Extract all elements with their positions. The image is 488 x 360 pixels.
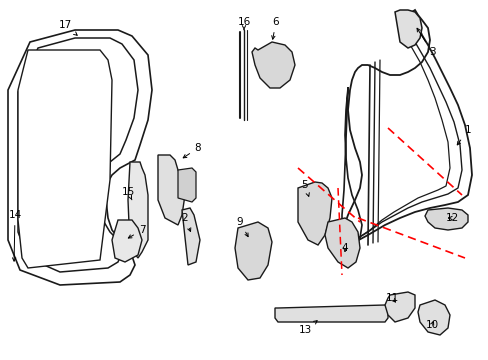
Text: 4: 4 (341, 243, 347, 253)
Polygon shape (8, 30, 152, 285)
Text: 13: 13 (298, 321, 317, 335)
Polygon shape (394, 10, 421, 48)
Polygon shape (18, 50, 112, 268)
Polygon shape (235, 222, 271, 280)
Polygon shape (274, 305, 387, 322)
Polygon shape (158, 155, 184, 225)
Text: 14: 14 (8, 210, 21, 261)
Text: 16: 16 (237, 17, 250, 30)
Polygon shape (251, 42, 294, 88)
Polygon shape (128, 162, 148, 258)
Polygon shape (182, 208, 200, 265)
Text: 3: 3 (416, 28, 434, 57)
Text: 8: 8 (183, 143, 201, 158)
Text: 6: 6 (271, 17, 279, 39)
Polygon shape (325, 218, 359, 268)
Text: 12: 12 (445, 213, 458, 223)
Text: 7: 7 (128, 225, 145, 238)
Polygon shape (417, 300, 449, 335)
Text: 2: 2 (182, 213, 190, 231)
Text: 10: 10 (425, 320, 438, 330)
Text: 1: 1 (456, 125, 470, 145)
Text: 9: 9 (236, 217, 247, 237)
Polygon shape (384, 292, 414, 322)
Polygon shape (178, 168, 196, 202)
Text: 5: 5 (301, 180, 309, 196)
Text: 11: 11 (385, 293, 398, 303)
Polygon shape (424, 208, 467, 230)
Polygon shape (297, 182, 331, 245)
Polygon shape (112, 220, 142, 262)
Text: 15: 15 (121, 187, 134, 200)
Text: 17: 17 (58, 20, 77, 35)
Polygon shape (18, 38, 138, 272)
Polygon shape (339, 10, 471, 248)
